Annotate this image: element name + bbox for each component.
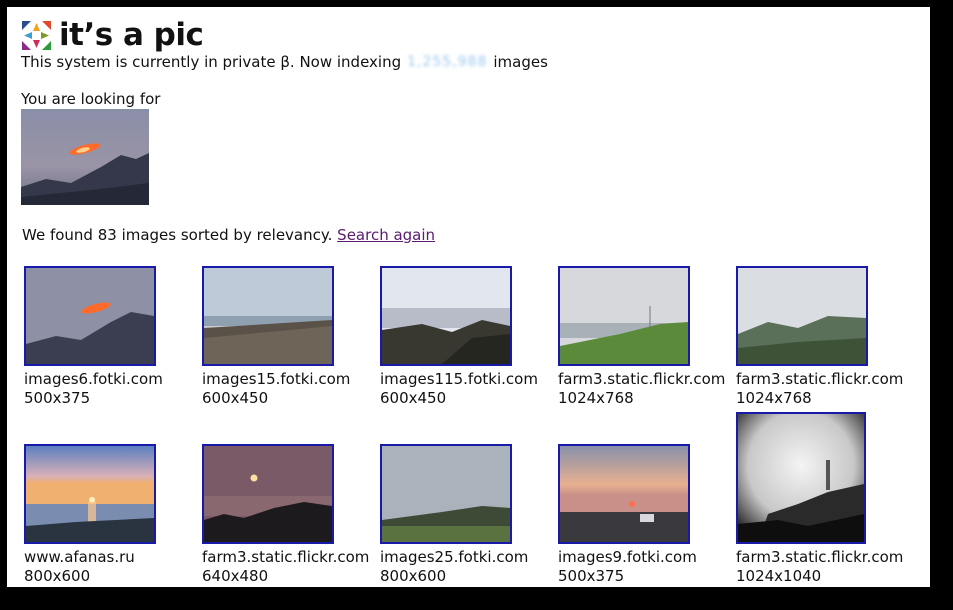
header: it’s a pic: [20, 15, 204, 55]
result-thumbnail[interactable]: [24, 266, 156, 366]
query-label: You are looking for: [21, 90, 161, 108]
result-item: images15.fotki.com 600x450: [202, 266, 380, 408]
page: it’s a pic This system is currently in p…: [7, 7, 930, 587]
logo-icon[interactable]: [20, 19, 53, 52]
result-thumbnail[interactable]: [24, 444, 156, 544]
result-size: 800x600: [24, 567, 91, 585]
result-host: farm3.static.flickr.com: [558, 370, 726, 388]
indexed-count: 1,255,988: [407, 54, 488, 70]
result-item: farm3.static.flickr.com 1024x768: [736, 266, 914, 408]
status-suffix: images: [493, 53, 548, 71]
results-summary: We found 83 images sorted by relevancy. …: [22, 226, 435, 244]
result-thumbnail[interactable]: [202, 444, 334, 544]
result-item: www.afanas.ru 800x600: [24, 444, 202, 586]
result-host: farm3.static.flickr.com: [202, 548, 370, 566]
result-thumbnail[interactable]: [736, 266, 868, 366]
result-host: www.afanas.ru: [24, 548, 135, 566]
status-line: This system is currently in private β. N…: [21, 53, 548, 71]
result-thumbnail[interactable]: [380, 266, 512, 366]
result-host: images15.fotki.com: [202, 370, 351, 388]
result-size: 500x375: [24, 389, 91, 407]
result-size: 500x375: [558, 567, 625, 585]
result-size: 640x480: [202, 567, 269, 585]
result-item: farm3.static.flickr.com 1024x1040: [736, 412, 914, 586]
result-size: 800x600: [380, 567, 447, 585]
result-size: 600x450: [380, 389, 447, 407]
result-size: 1024x1040: [736, 567, 822, 585]
status-prefix: This system is currently in private β. N…: [21, 53, 402, 71]
result-host: images9.fotki.com: [558, 548, 697, 566]
result-size: 1024x768: [558, 389, 634, 407]
result-thumbnail[interactable]: [380, 444, 512, 544]
result-thumbnail[interactable]: [558, 444, 690, 544]
result-item: farm3.static.flickr.com 1024x768: [558, 266, 736, 408]
result-thumbnail[interactable]: [558, 266, 690, 366]
result-host: images115.fotki.com: [380, 370, 538, 388]
result-thumbnail[interactable]: [736, 412, 866, 544]
result-item: farm3.static.flickr.com 640x480: [202, 444, 380, 586]
result-item: images9.fotki.com 500x375: [558, 444, 736, 586]
results-count-text: We found 83 images sorted by relevancy.: [22, 226, 333, 244]
result-host: images25.fotki.com: [380, 548, 529, 566]
result-size: 600x450: [202, 389, 269, 407]
brand-title[interactable]: it’s a pic: [59, 17, 204, 53]
result-size: 1024x768: [736, 389, 812, 407]
result-item: images115.fotki.com 600x450: [380, 266, 558, 408]
result-host: farm3.static.flickr.com: [736, 370, 904, 388]
query-image: [21, 109, 149, 205]
result-item: images6.fotki.com 500x375: [24, 266, 202, 408]
result-item: images25.fotki.com 800x600: [380, 444, 558, 586]
result-thumbnail[interactable]: [202, 266, 334, 366]
result-host: farm3.static.flickr.com: [736, 548, 904, 566]
result-host: images6.fotki.com: [24, 370, 163, 388]
search-again-link[interactable]: Search again: [337, 226, 436, 244]
